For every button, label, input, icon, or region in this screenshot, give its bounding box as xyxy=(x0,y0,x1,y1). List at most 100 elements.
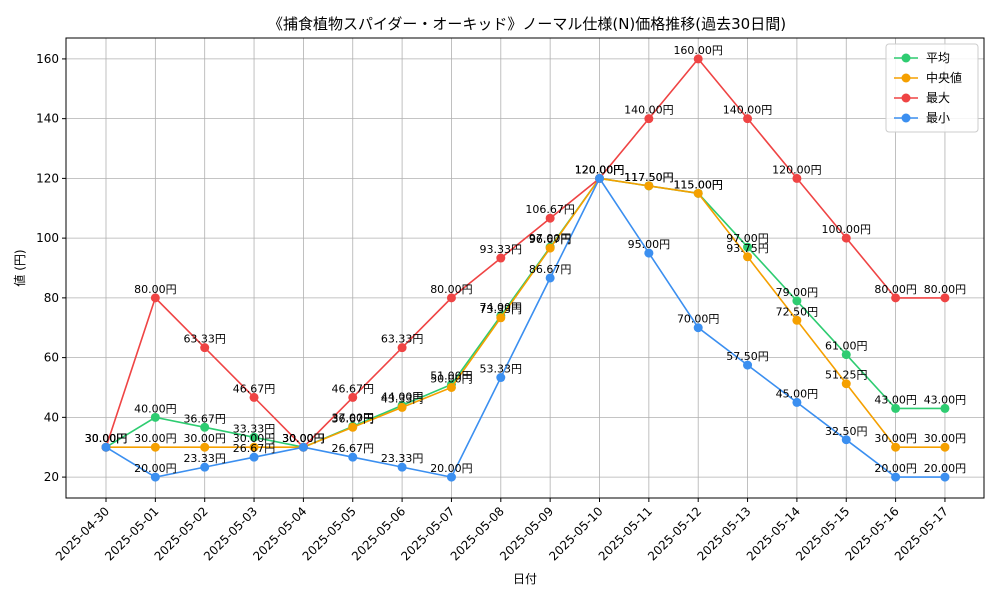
data-point xyxy=(249,442,259,452)
data-point xyxy=(200,422,210,432)
data-label: 33.33円 xyxy=(233,422,276,435)
data-label: 86.67円 xyxy=(529,263,572,276)
y-axis-ticks: 20 40 60 80 100 120 140 160 xyxy=(36,52,66,484)
legend-entry: 最小 xyxy=(894,111,950,125)
data-label: 26.67円 xyxy=(332,442,375,455)
data-point xyxy=(891,442,901,452)
data-label: 30.00円 xyxy=(282,432,325,445)
data-label: 63.33円 xyxy=(381,333,424,346)
data-point xyxy=(150,293,160,303)
data-label: 93.33円 xyxy=(480,243,523,256)
legend-swatch-marker xyxy=(901,93,911,103)
y-tick-label: 160 xyxy=(36,52,59,66)
series-line xyxy=(105,57,945,449)
data-label: 53.33円 xyxy=(480,363,523,376)
data-label: 72.50円 xyxy=(776,305,819,318)
data-label: 30.00円 xyxy=(85,432,128,445)
series-line xyxy=(105,177,945,449)
x-tick-label: 2025-05-17 xyxy=(892,504,951,563)
data-point xyxy=(348,392,358,402)
data-label: 140.00円 xyxy=(723,104,773,117)
series-1 xyxy=(101,173,950,452)
data-point xyxy=(397,462,407,472)
data-point xyxy=(644,248,654,258)
data-label: 120.00円 xyxy=(575,163,625,176)
data-label: 97.00円 xyxy=(529,232,572,245)
data-label: 43.33円 xyxy=(381,392,424,405)
y-tick-label: 80 xyxy=(44,291,59,305)
data-point xyxy=(841,350,851,360)
data-point xyxy=(200,442,210,452)
data-point xyxy=(940,472,950,482)
data-label: 79.00円 xyxy=(776,286,819,299)
data-label: 43.00円 xyxy=(874,393,917,406)
data-label: 117.50円 xyxy=(624,171,674,184)
data-point xyxy=(249,432,259,442)
data-point xyxy=(743,114,753,124)
data-point xyxy=(644,114,654,124)
data-label: 46.67円 xyxy=(332,382,375,395)
data-label: 36.67円 xyxy=(332,412,375,425)
data-point xyxy=(743,252,753,262)
y-tick-label: 40 xyxy=(44,410,59,424)
data-label: 120.00円 xyxy=(575,163,625,176)
data-point xyxy=(496,253,506,263)
legend-label: 中央値 xyxy=(926,70,962,85)
data-label: 20.00円 xyxy=(430,462,473,475)
data-label: 140.00円 xyxy=(624,104,674,117)
data-point xyxy=(496,373,506,383)
data-label: 26.67円 xyxy=(233,442,276,455)
data-point xyxy=(348,452,358,462)
data-label: 30.00円 xyxy=(924,432,967,445)
legend-label: 平均 xyxy=(926,51,950,65)
data-point xyxy=(644,181,654,191)
data-label: 57.50円 xyxy=(726,350,769,363)
legend-box xyxy=(885,43,979,133)
data-label: 115.00円 xyxy=(673,178,723,191)
data-label: 30.00円 xyxy=(85,432,128,445)
data-label: 36.67円 xyxy=(183,412,226,425)
data-point xyxy=(940,442,950,452)
data-label: 20.00円 xyxy=(134,462,177,475)
data-label: 97.00円 xyxy=(726,232,769,245)
data-label: 61.00円 xyxy=(825,340,868,353)
data-point xyxy=(693,323,703,333)
data-point xyxy=(348,422,358,432)
y-tick-label: 140 xyxy=(36,112,59,126)
series-3 xyxy=(101,173,950,482)
data-point xyxy=(298,442,308,452)
data-point xyxy=(150,412,160,422)
data-point xyxy=(792,397,802,407)
data-point xyxy=(545,243,555,253)
data-point xyxy=(891,293,901,303)
y-tick-label: 120 xyxy=(36,171,59,185)
data-label: 30.00円 xyxy=(282,432,325,445)
legend-entry: 最大 xyxy=(894,91,950,105)
data-point xyxy=(496,313,506,323)
data-label: 95.00円 xyxy=(628,238,671,251)
y-tick-label: 20 xyxy=(44,470,59,484)
data-label: 70.00円 xyxy=(677,313,720,326)
data-label: 43.00円 xyxy=(924,393,967,406)
data-point xyxy=(841,233,851,243)
data-label: 30.00円 xyxy=(85,432,128,445)
data-label: 23.33円 xyxy=(183,452,226,465)
legend-label: 最大 xyxy=(926,91,950,105)
data-label: 32.50円 xyxy=(825,425,868,438)
data-label: 51.00円 xyxy=(430,369,473,382)
legend-entry: 中央値 xyxy=(894,70,962,85)
chart-title: 《捕食植物スパイダー・オーキッド》ノーマル仕様(N)価格推移(過去30日間) xyxy=(268,15,786,33)
data-point xyxy=(446,472,456,482)
data-point xyxy=(693,188,703,198)
data-point xyxy=(891,472,901,482)
data-label: 51.25円 xyxy=(825,369,868,382)
data-label: 120.00円 xyxy=(575,163,625,176)
x-axis-label: 日付 xyxy=(513,572,537,586)
data-label: 44.00円 xyxy=(381,390,424,403)
data-label: 80.00円 xyxy=(874,283,917,296)
legend-entry: 平均 xyxy=(894,51,950,65)
data-label: 30.00円 xyxy=(183,432,226,445)
data-point xyxy=(595,173,604,183)
